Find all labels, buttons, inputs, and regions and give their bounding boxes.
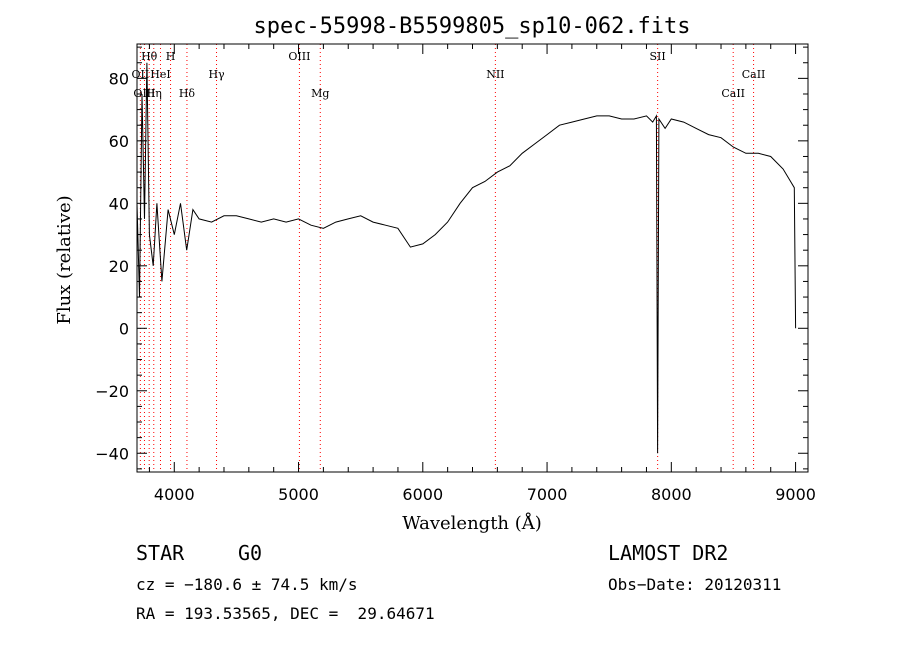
y-tick-label: 20 — [109, 257, 129, 276]
emission-line-label: Hγ — [208, 68, 225, 81]
emission-line-label: Hθ — [141, 50, 158, 63]
x-tick-label: 8000 — [651, 485, 692, 504]
y-tick-label: 0 — [119, 319, 129, 338]
plot-frame — [136, 43, 809, 473]
y-tick-label: 40 — [109, 194, 129, 213]
emission-line-label: SII — [650, 50, 666, 63]
chart-title: spec-55998-B5599805_sp10-062.fits — [253, 14, 690, 39]
x-tick-label: 6000 — [402, 485, 443, 504]
spectrum-line — [136, 62, 797, 454]
emission-line-label: Hη — [146, 87, 162, 100]
y-tick-label: −20 — [95, 382, 129, 401]
emission-line-label: CaII — [742, 68, 766, 81]
x-tick-label: 9000 — [775, 485, 816, 504]
y-tick-label: 60 — [109, 132, 129, 151]
redshift-cz: cz = −180.6 ± 74.5 km/s — [136, 575, 358, 594]
x-tick-label: 5000 — [278, 485, 319, 504]
tick-labels: 4000 5000 6000 7000 8000 9000 −40 −20 0 20 40 60 80 — [95, 69, 816, 504]
x-axis-label: Wavelength (Å) — [402, 512, 542, 534]
x-tick-label: 7000 — [527, 485, 568, 504]
coordinates: RA = 193.53565, DEC = 29.64671 — [136, 604, 435, 623]
y-axis-label: Flux (relative) — [54, 195, 75, 324]
emission-line-markers — [139, 44, 755, 472]
y-tick-label: 80 — [109, 69, 129, 88]
emission-line-label: OIII — [288, 50, 310, 63]
x-tick-label: 4000 — [154, 485, 195, 504]
object-subclass: G0 — [238, 541, 263, 565]
emission-line-label: Mg — [311, 87, 329, 100]
axis-ticks — [137, 44, 808, 472]
y-tick-label: −40 — [95, 444, 129, 463]
object-class: STAR — [136, 541, 185, 565]
survey-name: LAMOST DR2 — [608, 541, 729, 565]
emission-line-label: NII — [486, 68, 504, 81]
emission-line-label: H — [166, 50, 176, 63]
emission-line-label: CaII — [721, 87, 745, 100]
emission-line-label: OIII — [133, 87, 155, 100]
observation-date: Obs−Date: 20120311 — [608, 575, 782, 594]
emission-line-label: OII — [131, 68, 149, 81]
emission-line-label: Hδ — [179, 87, 196, 100]
emission-line-label: HeI — [150, 68, 170, 81]
